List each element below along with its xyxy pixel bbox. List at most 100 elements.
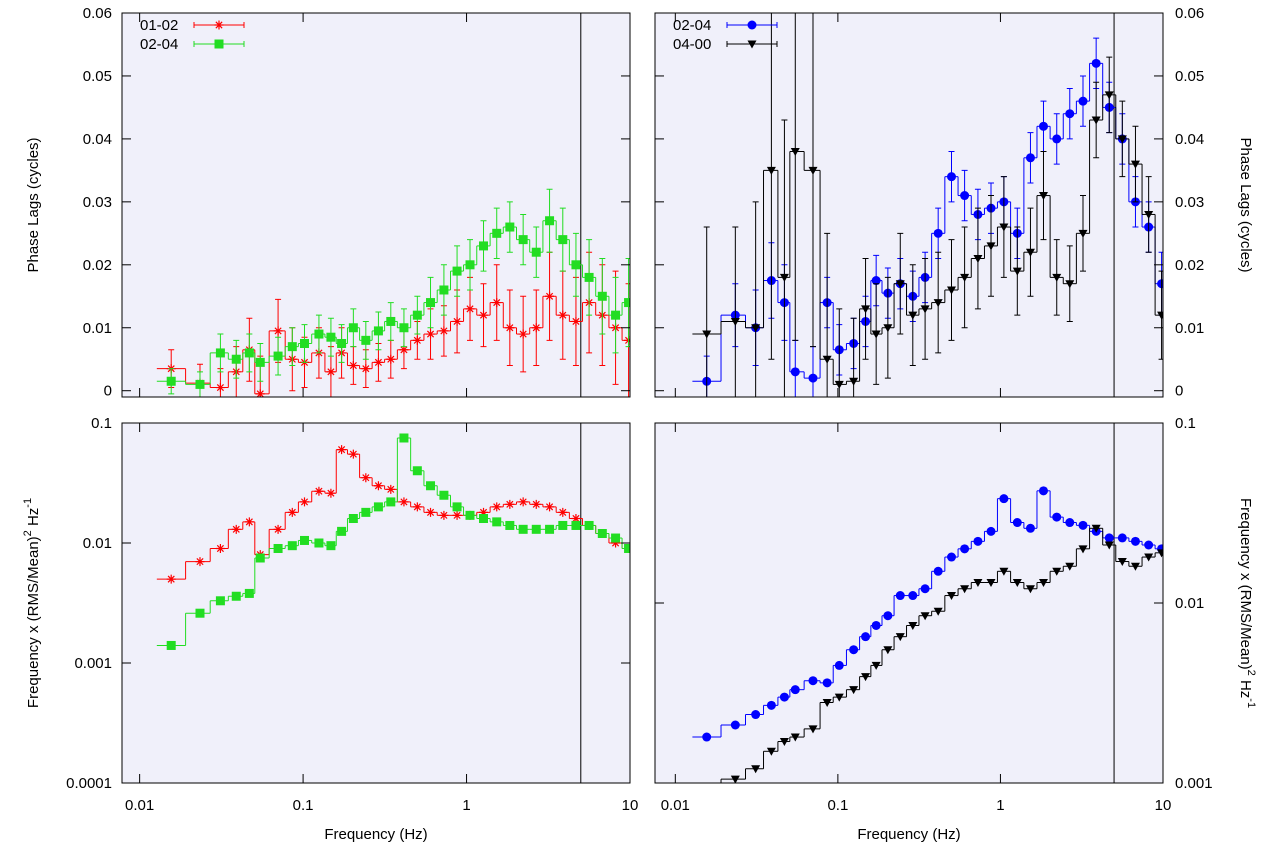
marker [314, 486, 324, 496]
marker [766, 166, 776, 175]
marker [545, 502, 555, 512]
marker [273, 524, 283, 534]
marker [558, 235, 568, 245]
marker [465, 304, 475, 314]
marker [231, 354, 241, 364]
marker [973, 536, 983, 546]
marker [849, 645, 859, 655]
legend-label: 02-04 [140, 36, 178, 53]
x-tick-label: 10 [1155, 797, 1172, 814]
y-axis-label-part: 2 [22, 530, 34, 536]
marker [1025, 523, 1035, 533]
marker [1038, 121, 1048, 131]
marker [611, 533, 621, 543]
marker [361, 364, 371, 374]
marker [326, 332, 336, 342]
marker [558, 310, 568, 320]
marker [215, 543, 225, 553]
marker [1038, 486, 1048, 496]
marker [361, 473, 371, 483]
marker [597, 528, 607, 538]
marker [1104, 541, 1114, 550]
plot-background [655, 13, 1163, 397]
marker [1012, 578, 1022, 587]
marker [1025, 153, 1035, 163]
marker [1065, 109, 1075, 119]
y-tick-label: 0.03 [83, 194, 112, 211]
marker [399, 433, 409, 443]
marker [1130, 160, 1140, 169]
marker [337, 526, 347, 536]
marker [751, 710, 761, 720]
marker [999, 494, 1009, 504]
marker [834, 693, 844, 702]
marker [1052, 512, 1062, 522]
x-tick-label: 10 [622, 797, 639, 814]
marker [861, 673, 871, 682]
marker [373, 502, 383, 512]
marker [439, 510, 449, 520]
marker [492, 502, 502, 512]
x-tick-label: 1 [996, 797, 1004, 814]
marker [790, 367, 800, 377]
marker [1052, 134, 1062, 144]
y-tick-label: 0.02 [83, 257, 112, 274]
marker [808, 725, 818, 734]
marker [505, 520, 515, 530]
marker [452, 316, 462, 326]
marker [479, 241, 489, 251]
series [156, 445, 630, 584]
marker [1104, 533, 1114, 543]
marker [920, 584, 930, 594]
marker [973, 578, 983, 587]
marker [1091, 524, 1101, 533]
plot-area [156, 13, 630, 397]
y-axis-label: Phase Lags (cycles) [1237, 137, 1254, 272]
marker [584, 272, 594, 282]
marker [1104, 91, 1114, 100]
marker [452, 266, 462, 276]
plot-background [655, 423, 1163, 783]
marker [1144, 553, 1154, 562]
marker [195, 608, 205, 618]
plot-area [156, 423, 630, 783]
marker [326, 541, 336, 551]
marker [479, 514, 489, 524]
marker [779, 738, 789, 747]
marker [1025, 585, 1035, 594]
marker [1144, 540, 1154, 550]
marker [871, 330, 881, 339]
marker [287, 507, 297, 517]
legend-label: 01-02 [140, 17, 178, 34]
marker [1038, 578, 1048, 587]
marker [386, 354, 396, 364]
marker [933, 299, 943, 308]
marker [973, 255, 983, 264]
marker [505, 499, 515, 509]
marker [166, 376, 176, 386]
marker [399, 345, 409, 355]
marker [624, 298, 630, 308]
y-axis-label-part: -1 [22, 498, 34, 508]
marker [1078, 96, 1088, 106]
y-tick-label: 0 [1175, 383, 1183, 400]
marker [861, 632, 871, 642]
marker [1038, 192, 1048, 201]
marker [1144, 210, 1154, 219]
marker [326, 367, 336, 377]
marker [426, 481, 436, 491]
marker [244, 588, 254, 598]
marker [166, 574, 176, 584]
marker [1065, 562, 1075, 571]
marker [1065, 280, 1075, 289]
plot-frame [654, 12, 1164, 398]
marker [751, 765, 761, 774]
marker [1052, 567, 1062, 576]
y-tick-label: 0.01 [1175, 320, 1204, 337]
marker [960, 191, 970, 201]
marker [1130, 562, 1140, 571]
marker [571, 514, 581, 524]
y-axis-label: Frequency x (RMS/Mean)2 Hz-1 [1237, 498, 1257, 708]
marker [871, 276, 881, 286]
marker [920, 305, 930, 314]
